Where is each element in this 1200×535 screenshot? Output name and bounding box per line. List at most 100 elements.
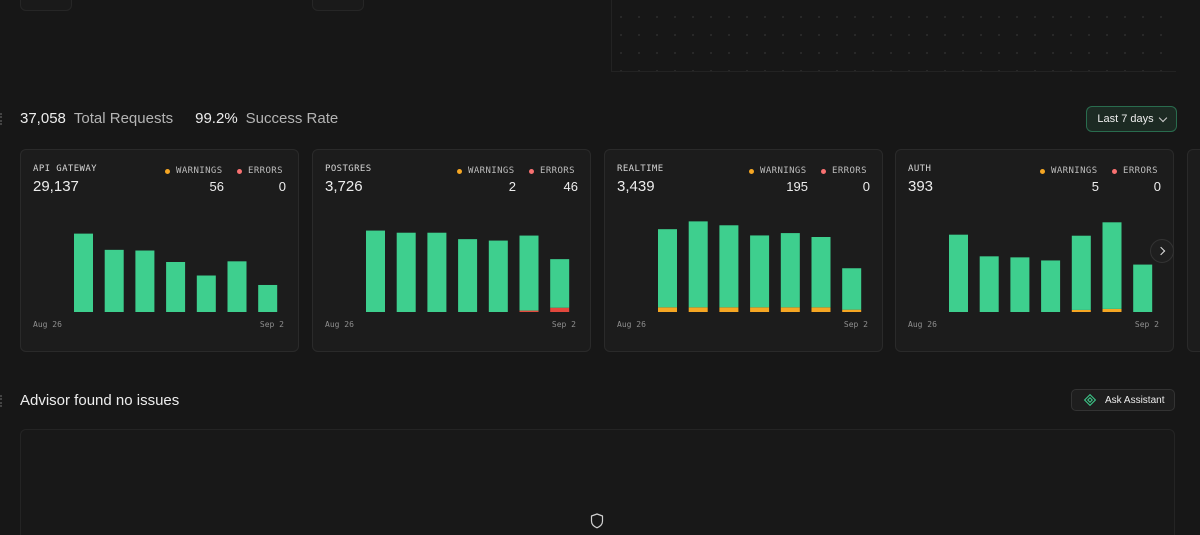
request-bar[interactable] [842,268,862,310]
request-bar[interactable] [135,250,155,312]
request-bar[interactable] [366,230,385,312]
request-bar[interactable] [550,259,570,308]
chevron-down-icon [1158,113,1167,122]
warning-dot-icon [1040,168,1045,174]
requests-bar-chart [366,230,570,312]
errors-count: 0 [862,179,870,194]
service-card-auth[interactable]: AUTH 393 WARNINGS ERRORS 5 0 Aug 26 Sep 2 [895,149,1174,352]
request-bar[interactable] [74,233,93,312]
request-bar[interactable] [396,232,416,312]
x-end-label: Sep 2 [1134,320,1159,329]
request-bar[interactable] [166,262,186,312]
request-bar[interactable] [979,256,999,312]
edge-handle [0,395,5,407]
errors-count: 0 [1153,179,1161,194]
service-name: API GATEWAY [33,164,98,174]
error-bar-segment[interactable] [550,307,570,312]
request-bar[interactable] [780,233,800,308]
warning-bar-segment[interactable] [658,307,677,312]
error-dot-icon [529,168,534,174]
total-requests-value: 37,058 [20,110,66,127]
request-bar[interactable] [719,225,739,308]
carousel-next-button[interactable] [1150,239,1174,263]
request-stats: 37,058 Total Requests 99.2% Success Rate [20,110,352,127]
service-card-realtime[interactable]: REALTIME 3,439 WARNINGS ERRORS 195 0 Aug 26 Sep… [604,149,883,352]
request-bar[interactable] [227,261,247,312]
top-dotted-panel [611,0,1176,72]
errors-label: ERRORS [248,166,283,176]
total-requests-label: Total Requests [73,110,174,127]
error-dot-icon [1112,168,1117,174]
request-bar[interactable] [258,284,278,312]
error-bar-segment[interactable] [519,310,539,312]
errors-count: 46 [563,179,578,194]
request-bar[interactable] [104,249,124,312]
service-card-partial[interactable] [1187,149,1200,352]
service-card-postgres[interactable]: POSTGRES 3,726 WARNINGS ERRORS 2 46 Aug 26 Sep … [312,149,591,352]
request-bar[interactable] [427,232,447,312]
requests-bar-chart [74,233,278,312]
request-bar[interactable] [949,234,968,312]
warning-dot-icon [749,168,754,174]
errors-legend: ERRORS [237,166,283,176]
warnings-count: 2 [508,179,516,194]
service-card-api-gateway[interactable]: API GATEWAY 29,137 WARNINGS ERRORS 56 0 Aug 26… [20,149,299,352]
warning-bar-segment[interactable] [1071,309,1091,312]
warning-bar-segment[interactable] [811,307,831,312]
x-start-label: Aug 26 [33,320,62,329]
warnings-count: 56 [209,179,224,194]
shield-icon [590,513,604,529]
errors-label: ERRORS [540,166,575,176]
errors-legend: ERRORS [1112,166,1158,176]
warning-bar-segment[interactable] [780,307,800,312]
request-bar[interactable] [458,239,478,312]
x-end-label: Sep 2 [259,320,284,329]
request-bar[interactable] [196,275,216,312]
warning-bar-segment[interactable] [1102,308,1122,312]
success-rate-value: 99.2% [195,110,238,127]
service-total: 393 [908,178,934,195]
warnings-legend: WARNINGS [749,166,807,176]
requests-bar-chart [658,221,862,312]
request-bar[interactable] [750,235,770,308]
chevron-right-icon [1156,246,1166,256]
request-bar[interactable] [811,237,831,308]
request-bar[interactable] [1133,264,1153,312]
errors-count: 0 [278,179,286,194]
x-start-label: Aug 26 [325,320,354,329]
ask-assistant-button[interactable]: Ask Assistant [1071,389,1175,411]
warning-bar-segment[interactable] [719,307,739,312]
request-bar[interactable] [488,240,508,312]
advisor-panel [20,429,1175,535]
success-rate-label: Success Rate [245,110,339,127]
request-bar[interactable] [1041,260,1061,312]
warning-bar-segment[interactable] [688,307,708,312]
x-end-label: Sep 2 [843,320,868,329]
request-bar[interactable] [658,229,677,308]
warning-bar-segment[interactable] [842,309,862,312]
error-dot-icon [821,168,826,174]
request-bar[interactable] [1102,222,1122,309]
service-total: 29,137 [33,178,79,195]
errors-legend: ERRORS [821,166,867,176]
service-total: 3,439 [617,178,655,195]
top-card-stub-left [20,0,72,11]
warnings-count: 195 [786,179,808,194]
x-start-label: Aug 26 [617,320,646,329]
warning-dot-icon [165,168,170,174]
x-end-label: Sep 2 [551,320,576,329]
request-bar[interactable] [519,235,539,311]
request-bar[interactable] [688,221,708,308]
warning-bar-segment[interactable] [750,307,770,312]
request-bar[interactable] [1010,257,1030,312]
service-name: AUTH [908,164,932,174]
request-bar[interactable] [1071,235,1091,310]
errors-label: ERRORS [832,166,867,176]
warnings-label: WARNINGS [1051,166,1098,176]
time-range-dropdown[interactable]: Last 7 days [1086,106,1177,132]
error-dot-icon [237,168,242,174]
warnings-legend: WARNINGS [1040,166,1098,176]
x-start-label: Aug 26 [908,320,937,329]
top-card-stub-right [312,0,364,11]
